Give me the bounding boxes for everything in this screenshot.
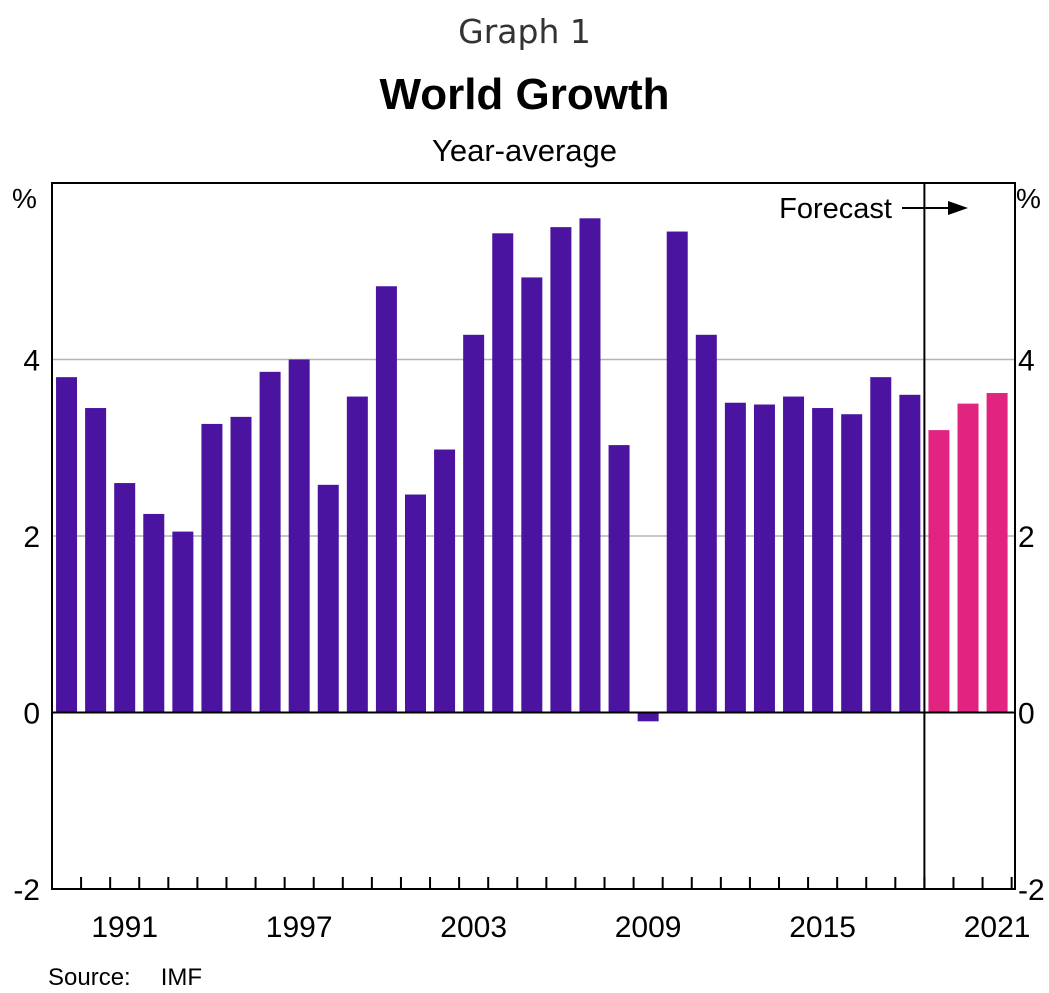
forecast-annotation: Forecast bbox=[779, 193, 892, 225]
forecast-bar bbox=[928, 430, 950, 713]
forecast-bar bbox=[957, 403, 979, 713]
graph-number: Graph 1 bbox=[458, 12, 591, 51]
y-tick-label-right: 4 bbox=[1018, 345, 1035, 378]
bar bbox=[288, 359, 310, 713]
bar bbox=[812, 408, 834, 713]
bar bbox=[434, 449, 456, 713]
x-tick-label: 1991 bbox=[91, 911, 158, 944]
bar bbox=[317, 484, 339, 713]
bar bbox=[375, 286, 397, 713]
bar bbox=[521, 277, 543, 713]
bar bbox=[201, 423, 223, 713]
bar bbox=[783, 396, 805, 713]
x-tick-label: 2003 bbox=[440, 911, 507, 944]
y-tick-label-left: 2 bbox=[23, 521, 40, 554]
source-label: Source: bbox=[48, 964, 131, 991]
axes bbox=[51, 182, 1016, 890]
bar bbox=[550, 227, 572, 713]
bar bbox=[346, 396, 368, 713]
y-tick-label-right: -2 bbox=[1018, 874, 1045, 907]
x-tick-label: 1997 bbox=[266, 911, 333, 944]
bar bbox=[637, 712, 659, 722]
x-tick-label: 2009 bbox=[615, 911, 682, 944]
axis-labels: 1991 1997 2003 2009 2015 2021 -2 -2 0 0 2 2 4 4% % Fore… bbox=[12, 183, 1045, 944]
forecast-bar bbox=[986, 393, 1008, 713]
x-tick-label: 2021 bbox=[964, 911, 1031, 944]
bar bbox=[666, 231, 688, 713]
y-unit-left: % bbox=[12, 183, 37, 214]
plot-frame bbox=[51, 182, 1016, 890]
bar bbox=[259, 371, 281, 713]
chart-subtitle: Year-average bbox=[432, 133, 617, 168]
bar bbox=[114, 483, 136, 713]
bar bbox=[753, 404, 775, 713]
bar bbox=[841, 414, 863, 713]
bar bbox=[492, 233, 514, 713]
source-note: Source: IMF bbox=[48, 964, 202, 992]
source-value: IMF bbox=[160, 964, 203, 991]
y-tick-label-right: 2 bbox=[1018, 521, 1035, 554]
bar bbox=[143, 513, 165, 713]
bar bbox=[899, 394, 921, 713]
bars bbox=[56, 218, 1008, 722]
bar bbox=[172, 531, 194, 713]
bar bbox=[608, 445, 630, 713]
bar bbox=[405, 494, 426, 713]
bar bbox=[230, 416, 252, 713]
bar bbox=[724, 402, 746, 713]
bar bbox=[463, 334, 485, 713]
bar bbox=[579, 218, 601, 713]
bar bbox=[85, 408, 107, 713]
chart-title: World Growth bbox=[379, 70, 670, 119]
forecast-arrow-head-icon bbox=[948, 201, 968, 215]
y-tick-label-left: 4 bbox=[23, 345, 40, 378]
bar bbox=[870, 377, 892, 713]
y-tick-label-left: -2 bbox=[13, 874, 40, 907]
bar bbox=[56, 377, 78, 713]
y-unit-right: % bbox=[1016, 183, 1041, 214]
x-tick-label: 2015 bbox=[789, 911, 856, 944]
y-tick-label-left: 0 bbox=[23, 698, 40, 731]
bar bbox=[695, 334, 717, 713]
y-tick-label-right: 0 bbox=[1018, 698, 1035, 731]
